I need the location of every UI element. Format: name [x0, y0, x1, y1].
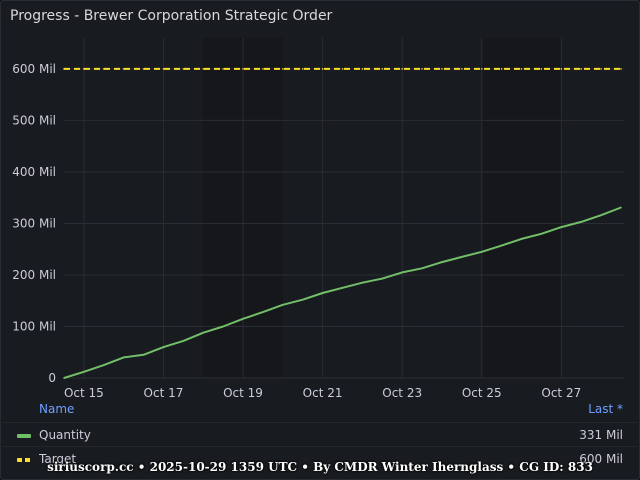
data-point: [580, 68, 583, 70]
data-point: [122, 356, 125, 359]
x-tick-label: Oct 15: [64, 386, 104, 400]
data-point: [282, 68, 284, 70]
data-point: [341, 68, 344, 70]
x-tick-label: Oct 21: [303, 386, 343, 400]
data-point: [321, 68, 324, 70]
data-point: [461, 68, 463, 70]
legend-series-name[interactable]: Quantity: [39, 428, 91, 442]
legend-series-last: 600 Mil: [579, 452, 623, 466]
y-tick-label: 500 Mil: [12, 113, 56, 127]
data-point: [341, 287, 344, 289]
x-tick-label: Oct 19: [223, 386, 263, 400]
data-point: [580, 221, 583, 223]
data-point: [560, 226, 563, 228]
time-region-band: [481, 38, 562, 378]
y-tick-label: 400 Mil: [12, 165, 56, 179]
data-point: [301, 68, 304, 70]
y-tick-label: 200 Mil: [12, 268, 56, 282]
data-point: [520, 238, 523, 240]
data-point: [600, 214, 602, 217]
data-point: [540, 68, 543, 70]
y-tick-label: 0: [48, 371, 56, 385]
progress-chart: 0 100 Mil 200 Mil 300 Mil 400 Mil 500 Mil 600 …: [12, 38, 624, 400]
legend-row-target[interactable]: Target 600 Mil: [0, 446, 640, 471]
x-tick-label: Oct 17: [144, 386, 184, 400]
data-point: [222, 325, 224, 328]
watermark: siriuscorp.cc • 2025-10-29 1359 UTC • By…: [47, 460, 593, 474]
x-tick-label: Oct 25: [462, 386, 502, 400]
data-point: [182, 340, 185, 342]
data-point: [142, 68, 145, 70]
data-point: [182, 68, 185, 70]
data-point: [102, 68, 105, 70]
data-point: [242, 68, 244, 70]
data-point: [620, 68, 622, 70]
data-point: [441, 261, 443, 263]
data-point: [540, 232, 543, 235]
x-tick-label: Oct 27: [541, 386, 581, 400]
y-tick-label: 600 Mil: [12, 62, 56, 76]
data-point: [142, 354, 145, 356]
data-point: [162, 346, 165, 348]
data-point: [421, 267, 423, 270]
y-tick-label: 300 Mil: [12, 216, 56, 230]
data-point: [361, 281, 364, 284]
quantity-swatch-icon: [17, 434, 31, 438]
data-point: [102, 364, 105, 366]
y-tick-label: 100 Mil: [12, 319, 56, 333]
data-point: [83, 371, 85, 373]
data-point: [461, 256, 463, 258]
data-point: [381, 68, 384, 70]
data-point: [83, 68, 85, 70]
panel-title[interactable]: Progress - Brewer Corporation Strategic …: [10, 8, 333, 24]
data-point: [480, 250, 483, 253]
legend-name-header[interactable]: Name: [39, 402, 75, 416]
legend-row-quantity[interactable]: Quantity 331 Mil: [0, 422, 640, 447]
data-point: [262, 68, 264, 70]
data-point: [63, 377, 65, 379]
data-point: [321, 292, 324, 294]
legend-header: Name Last *: [0, 400, 640, 420]
data-point: [600, 68, 602, 70]
data-point: [122, 68, 125, 70]
data-point: [262, 311, 264, 313]
data-point: [381, 277, 384, 280]
data-point: [620, 206, 622, 209]
legend-series-name[interactable]: Target: [39, 452, 77, 466]
data-point: [162, 68, 165, 70]
data-point: [361, 68, 364, 70]
data-point: [401, 271, 403, 274]
data-point: [301, 298, 304, 301]
data-point: [560, 68, 563, 70]
x-tick-label: Oct 23: [382, 386, 422, 400]
data-point: [441, 68, 443, 70]
data-point: [202, 68, 205, 70]
data-point: [480, 68, 483, 70]
data-point: [63, 68, 65, 70]
data-point: [520, 68, 523, 70]
data-point: [500, 244, 503, 247]
data-point: [242, 317, 244, 320]
data-point: [500, 68, 503, 70]
legend-series-last: 331 Mil: [579, 428, 623, 442]
data-point: [421, 68, 423, 70]
legend-last-header[interactable]: Last *: [588, 402, 623, 416]
data-point: [222, 68, 224, 70]
target-swatch-icon: [17, 458, 31, 462]
data-point: [282, 304, 284, 306]
data-point: [202, 331, 205, 334]
data-point: [401, 68, 403, 70]
